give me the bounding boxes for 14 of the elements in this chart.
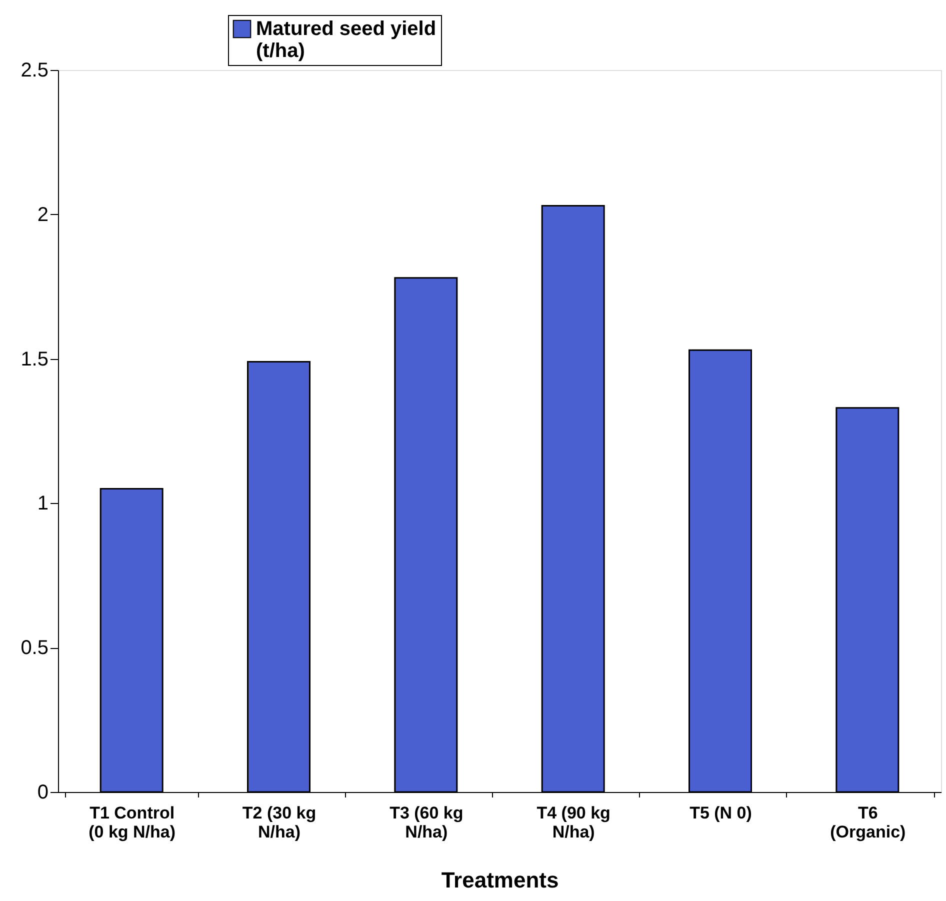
y-tick-label: 0.5 — [20, 637, 48, 660]
x-tick-label: T6 (Organic) — [830, 804, 906, 842]
legend-label: Matured seed yield (t/ha) — [256, 18, 436, 62]
x-tick-label: T3 (60 kg N/ha) — [390, 804, 464, 842]
x-tick-label: T5 (N 0) — [690, 804, 752, 822]
y-tick-label: 0 — [37, 782, 48, 804]
x-axis-title: Treatments — [441, 868, 559, 892]
x-tick-label: T4 (90 kg N/ha) — [536, 804, 610, 842]
x-tick-label: T2 (30 kg N/ha) — [242, 804, 316, 842]
y-tick-label: 2.5 — [20, 60, 48, 82]
y-tick-label: 2 — [37, 204, 48, 226]
x-tick-label: T1 Control (0 kg N/ha) — [88, 804, 176, 842]
y-tick-label: 1.5 — [20, 348, 48, 370]
y-tick-label: 1 — [37, 492, 48, 515]
